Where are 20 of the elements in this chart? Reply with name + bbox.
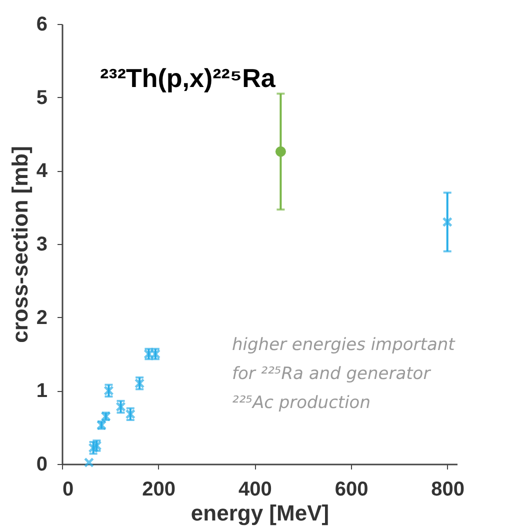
point <box>442 216 452 228</box>
y-tick-label: 6 <box>36 14 48 36</box>
y-tick-label: 3 <box>36 234 48 256</box>
annotation: higher energies important for ²²⁵Ra and generator ²²⁵Ac production <box>232 335 456 413</box>
y-tick-label: 4 <box>36 160 48 182</box>
x-tick-label: 200 <box>142 478 176 500</box>
y-tick-label: 1 <box>36 380 48 402</box>
text: ²³²Th(p,x)²²⁵Ra <box>100 63 276 93</box>
x-tick-label: 400 <box>238 478 272 500</box>
y-axis-title: cross-section [mb] <box>7 146 32 343</box>
y-tick-label: 2 <box>36 306 48 329</box>
x-tick-label: 0 <box>62 478 74 500</box>
x-axis-title: energy [MeV] <box>190 500 330 526</box>
y-tick-label: 5 <box>36 86 48 109</box>
point <box>84 457 94 468</box>
x-tick-label: 800 <box>431 478 465 500</box>
y-tick-label: 0 <box>36 454 48 476</box>
point <box>275 146 286 157</box>
x-tick-label: 600 <box>334 478 368 500</box>
point <box>88 442 98 453</box>
